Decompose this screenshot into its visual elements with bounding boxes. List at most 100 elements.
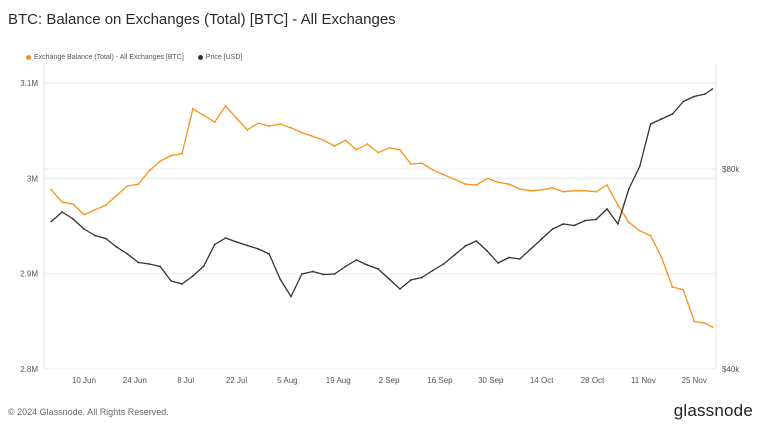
- data-point-price: [388, 278, 390, 280]
- data-point-price: [181, 283, 183, 285]
- x-tick-label: 19 Aug: [326, 376, 351, 385]
- data-point-price: [137, 261, 140, 264]
- data-point-balance: [246, 128, 249, 131]
- legend-marker-price: [197, 55, 203, 60]
- x-tick-label: 28 Oct: [581, 376, 605, 385]
- data-point-balance: [617, 204, 619, 206]
- data-point-balance: [290, 126, 292, 129]
- data-point-price: [584, 219, 587, 222]
- data-point-balance: [711, 326, 714, 328]
- data-point-balance: [115, 194, 118, 197]
- data-point-balance: [606, 184, 608, 186]
- data-point-price: [61, 211, 64, 213]
- data-point-balance: [595, 190, 598, 193]
- data-point-balance: [333, 145, 336, 147]
- data-point-balance: [83, 213, 85, 216]
- data-point-balance: [202, 114, 205, 117]
- x-tick-label: 5 Aug: [277, 376, 297, 385]
- data-point-price: [126, 253, 129, 255]
- data-point-balance: [453, 178, 456, 181]
- data-point-balance: [464, 183, 467, 185]
- x-tick-label: 25 Nov: [682, 376, 707, 385]
- data-point-balance: [279, 123, 282, 125]
- data-point-price: [518, 258, 521, 260]
- data-point-balance: [213, 121, 216, 124]
- data-point-price: [704, 93, 707, 95]
- x-tick-label: 30 Sep: [478, 376, 504, 385]
- y-right-tick-label: $40k: [722, 365, 740, 374]
- data-point-balance: [486, 177, 489, 180]
- data-point-price: [551, 228, 554, 230]
- data-point-price: [693, 95, 696, 98]
- y-left-tick-label: 3.1M: [20, 79, 38, 88]
- data-point-price: [660, 118, 663, 120]
- data-point-balance: [104, 204, 107, 206]
- data-point-price: [355, 259, 358, 261]
- data-point-price: [649, 123, 652, 125]
- chart-title: BTC: Balance on Exchanges (Total) [BTC] …: [8, 11, 396, 28]
- data-point-price: [115, 246, 118, 248]
- data-point-balance: [442, 173, 445, 176]
- data-point-price: [366, 264, 369, 266]
- legend-label-balance: Exchange Balance (Total) - All Exchanges…: [34, 54, 184, 61]
- data-point-price: [464, 245, 467, 247]
- data-point-balance: [72, 203, 74, 206]
- data-point-price: [72, 218, 74, 220]
- data-point-balance: [148, 169, 151, 172]
- data-point-price: [682, 100, 685, 103]
- data-point-price: [148, 263, 151, 265]
- data-point-balance: [518, 187, 521, 190]
- data-point-price: [486, 250, 489, 252]
- data-point-price: [671, 113, 674, 115]
- data-point-price: [333, 273, 336, 275]
- data-point-balance: [61, 201, 64, 204]
- data-point-balance: [377, 151, 380, 154]
- data-point-price: [93, 234, 96, 237]
- data-point-price: [268, 253, 271, 255]
- data-point-price: [431, 269, 434, 272]
- data-point-balance: [322, 139, 325, 142]
- data-point-balance: [529, 189, 532, 192]
- data-point-price: [50, 220, 53, 223]
- data-point-balance: [682, 288, 685, 291]
- data-point-price: [104, 237, 107, 240]
- x-tick-label: 24 Jun: [123, 376, 147, 385]
- data-point-balance: [562, 190, 565, 193]
- data-point-price: [301, 273, 303, 275]
- y-right-tick-label: $80k: [722, 165, 740, 174]
- data-point-price: [257, 248, 260, 250]
- data-point-balance: [344, 139, 347, 142]
- data-point-balance: [551, 187, 554, 189]
- data-point-price: [453, 254, 456, 256]
- data-point-price: [311, 270, 314, 273]
- legend-item-price[interactable]: Price [USD]: [197, 54, 242, 61]
- data-point-balance: [126, 185, 129, 187]
- data-point-price: [322, 273, 325, 276]
- data-point-balance: [311, 135, 314, 138]
- y-left-tick-label: 3M: [27, 174, 38, 183]
- data-point-balance: [181, 152, 183, 155]
- data-point-balance: [50, 188, 53, 191]
- data-point-price: [475, 240, 478, 242]
- data-point-balance: [301, 131, 303, 134]
- data-point-balance: [388, 146, 390, 149]
- data-point-price: [638, 165, 641, 168]
- x-tick-label: 10 Jun: [72, 376, 96, 385]
- data-point-price: [344, 265, 347, 268]
- data-point-balance: [508, 183, 510, 185]
- data-point-balance: [638, 229, 641, 232]
- legend-item-balance[interactable]: Exchange Balance (Total) - All Exchanges…: [26, 54, 184, 61]
- data-point-price: [290, 295, 292, 298]
- data-point-price: [540, 238, 543, 240]
- legend-marker-balance: [26, 55, 31, 60]
- data-point-balance: [192, 107, 194, 110]
- data-point-price: [377, 268, 380, 270]
- data-point-balance: [366, 143, 369, 145]
- data-point-balance: [355, 148, 358, 151]
- data-point-price: [170, 280, 173, 282]
- data-point-balance: [704, 322, 707, 325]
- series-line-price: [50, 88, 713, 298]
- data-point-price: [202, 265, 205, 267]
- brand-logo: glassnode: [673, 401, 753, 420]
- data-point-price: [711, 88, 714, 90]
